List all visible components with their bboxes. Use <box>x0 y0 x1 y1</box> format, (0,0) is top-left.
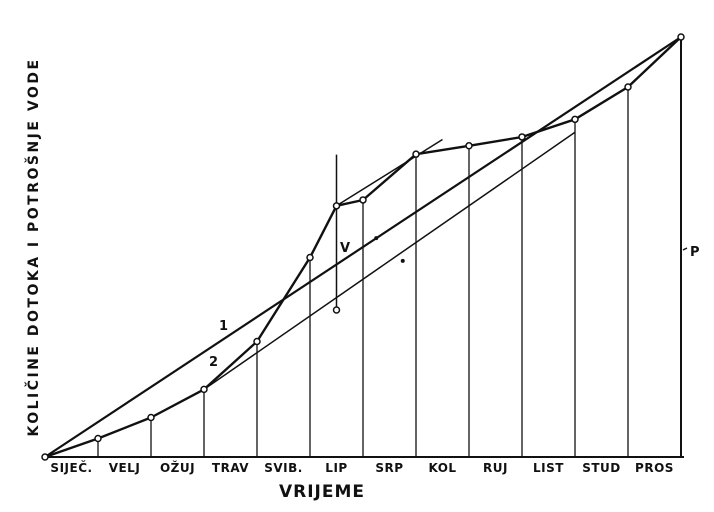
dot-marker-1 <box>400 258 405 263</box>
x-tick-label-7: KOL <box>428 461 456 475</box>
x-tick-label-4: SVIB. <box>264 461 303 475</box>
x-tick-labels: SIJEČ. VELJ OŽUJ TRAV SVIB. LIP SRP KOL RUJ LIST S… <box>50 460 674 475</box>
curve-1-label: 1 <box>219 319 228 334</box>
cumulative-inflow-curve <box>44 36 682 459</box>
series-lines <box>44 36 682 459</box>
p-tick <box>682 247 688 251</box>
curve-2-label: 2 <box>209 355 218 370</box>
x-tick-label-11: PROS <box>635 461 674 475</box>
x-tick-label-3: TRAV <box>212 461 249 475</box>
line-2-parallel <box>203 131 576 391</box>
month-boundaries <box>97 86 629 457</box>
x-tick-label-0: SIJEČ. <box>50 460 92 475</box>
x-tick-label-8: RUJ <box>483 461 508 475</box>
curve-point-2 <box>147 413 155 422</box>
x-tick-label-10: STUD <box>582 461 621 475</box>
x-tick-label-6: SRP <box>375 461 403 475</box>
tangent-line <box>336 138 443 207</box>
curve-point-8 <box>412 150 420 158</box>
x-tick-label-5: LIP <box>325 461 347 475</box>
line-1-uniform-consumption <box>44 36 682 458</box>
x-axis-label: VRIJEME <box>279 482 365 502</box>
curve-point-12 <box>624 83 632 91</box>
curve-point-14 <box>332 306 341 314</box>
curve-point-3 <box>200 385 208 394</box>
x-tick-label-2: OŽUJ <box>160 460 195 475</box>
axes <box>45 37 688 458</box>
y-axis-label: KOLIČINE DOTOKA I POTROŠNJE VODE <box>24 57 42 436</box>
dot-marker-0 <box>374 236 379 241</box>
annotation-p-label: P <box>690 245 700 260</box>
curve-point-5 <box>306 253 314 262</box>
curve-point-1 <box>94 434 102 443</box>
x-tick-label-1: VELJ <box>109 461 141 475</box>
curve-point-0 <box>41 453 49 461</box>
curve-point-6 <box>332 202 341 210</box>
curve-point-11 <box>571 115 579 124</box>
curve-point-13 <box>677 33 685 41</box>
curve-point-7 <box>359 196 367 204</box>
curve-point-9 <box>465 142 473 150</box>
annotation-v-label: V <box>340 241 350 256</box>
curve-point-10 <box>518 133 526 141</box>
x-tick-label-9: LIST <box>533 461 564 475</box>
curve-point-4 <box>253 337 261 346</box>
series-points <box>41 33 685 461</box>
